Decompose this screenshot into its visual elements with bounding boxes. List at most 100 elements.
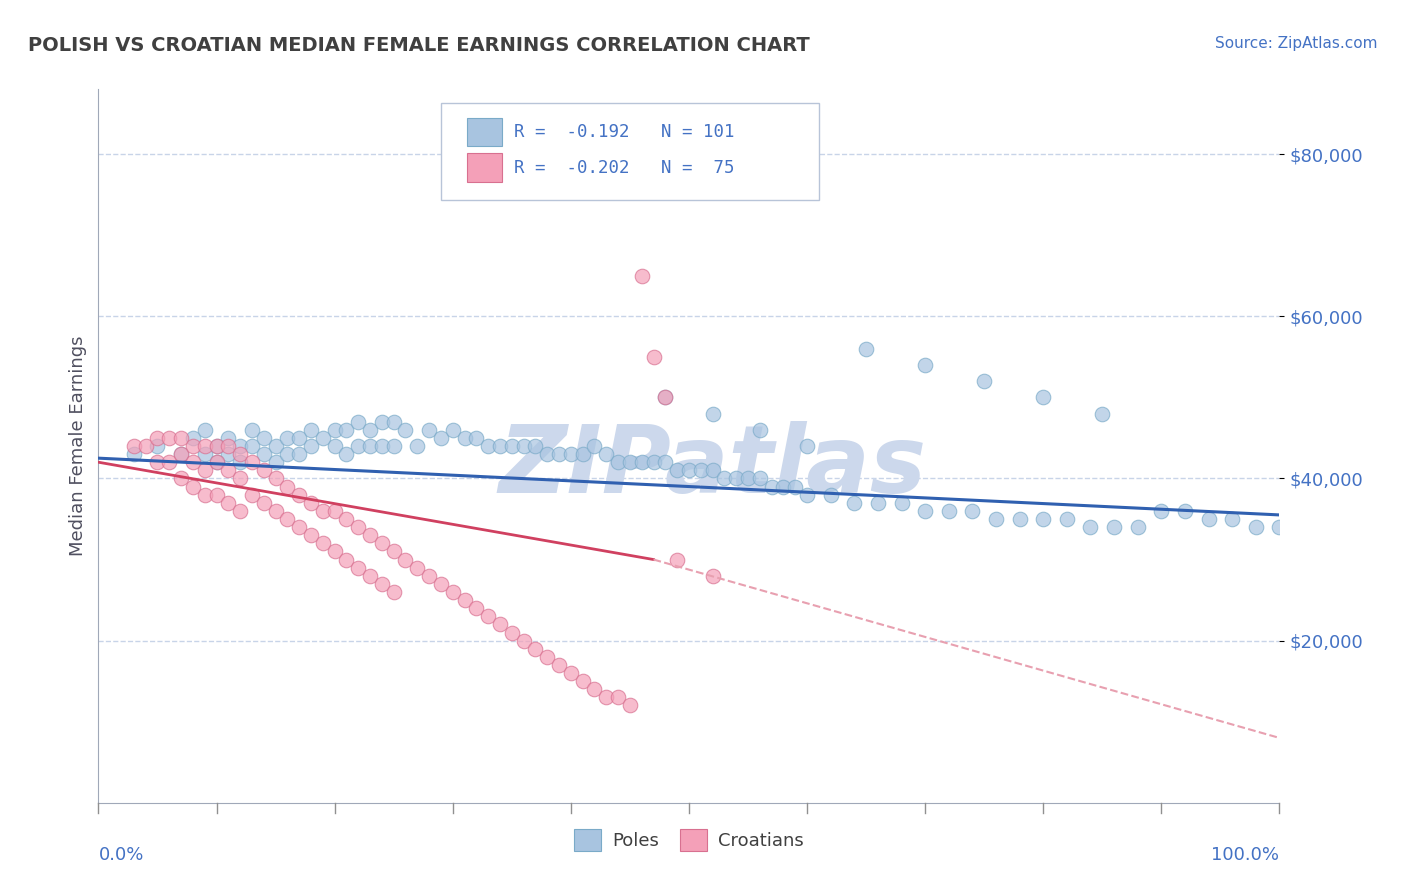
Point — [1080, 520, 1102, 534]
Point — [240, 488, 263, 502]
FancyBboxPatch shape — [441, 103, 818, 200]
Point — [619, 455, 641, 469]
Point — [229, 455, 252, 469]
Point — [489, 617, 512, 632]
Point — [571, 674, 593, 689]
Point — [512, 633, 534, 648]
Point — [630, 268, 652, 283]
Point — [619, 698, 641, 713]
Point — [962, 504, 984, 518]
Point — [702, 407, 724, 421]
Point — [772, 479, 794, 493]
Point — [312, 431, 335, 445]
Point — [217, 439, 239, 453]
Point — [1126, 520, 1149, 534]
Point — [938, 504, 960, 518]
Point — [394, 423, 416, 437]
Point — [382, 585, 405, 599]
Point — [312, 504, 335, 518]
Point — [748, 423, 770, 437]
Y-axis label: Median Female Earnings: Median Female Earnings — [69, 335, 87, 557]
Point — [465, 431, 488, 445]
Point — [489, 439, 512, 453]
Point — [299, 496, 322, 510]
Point — [796, 488, 818, 502]
Point — [1008, 512, 1031, 526]
Point — [477, 439, 499, 453]
Point — [323, 439, 346, 453]
Point — [1032, 512, 1054, 526]
Point — [761, 479, 783, 493]
Point — [229, 471, 252, 485]
Text: R =  -0.192   N = 101: R = -0.192 N = 101 — [515, 123, 735, 141]
Point — [866, 496, 889, 510]
Point — [560, 447, 582, 461]
Point — [264, 455, 287, 469]
Point — [288, 431, 311, 445]
Point — [122, 447, 145, 461]
Point — [253, 496, 276, 510]
Point — [536, 649, 558, 664]
Point — [170, 471, 193, 485]
Point — [229, 447, 252, 461]
Point — [253, 431, 276, 445]
Point — [501, 439, 523, 453]
Point — [643, 350, 665, 364]
Point — [229, 504, 252, 518]
Point — [240, 439, 263, 453]
Point — [607, 690, 630, 705]
Point — [217, 496, 239, 510]
Point — [253, 463, 276, 477]
Point — [1032, 390, 1054, 404]
Point — [359, 439, 381, 453]
Point — [785, 479, 807, 493]
Point — [418, 423, 440, 437]
Point — [725, 471, 748, 485]
Point — [713, 471, 735, 485]
Point — [583, 439, 606, 453]
Point — [347, 560, 370, 574]
Point — [135, 439, 157, 453]
Point — [146, 439, 169, 453]
Point — [276, 447, 298, 461]
Text: 0.0%: 0.0% — [98, 846, 143, 863]
Legend: Poles, Croatians: Poles, Croatians — [567, 822, 811, 858]
Point — [276, 512, 298, 526]
Point — [394, 552, 416, 566]
Point — [984, 512, 1007, 526]
Point — [299, 423, 322, 437]
Point — [430, 577, 453, 591]
Point — [217, 431, 239, 445]
Point — [1150, 504, 1173, 518]
Point — [595, 447, 617, 461]
Point — [536, 447, 558, 461]
Point — [666, 552, 689, 566]
Point — [323, 504, 346, 518]
Point — [194, 463, 217, 477]
Point — [205, 455, 228, 469]
Point — [914, 504, 936, 518]
Point — [382, 544, 405, 558]
Text: R =  -0.202   N =  75: R = -0.202 N = 75 — [515, 159, 735, 177]
Point — [560, 666, 582, 681]
Point — [359, 423, 381, 437]
Point — [371, 577, 394, 591]
Point — [323, 423, 346, 437]
Point — [276, 479, 298, 493]
Point — [524, 641, 547, 656]
FancyBboxPatch shape — [467, 153, 502, 182]
Point — [441, 423, 464, 437]
Point — [524, 439, 547, 453]
Point — [418, 568, 440, 582]
Point — [276, 431, 298, 445]
Point — [406, 439, 429, 453]
Point — [371, 415, 394, 429]
Point — [359, 568, 381, 582]
Point — [359, 528, 381, 542]
Point — [194, 423, 217, 437]
Point — [501, 625, 523, 640]
Point — [748, 471, 770, 485]
Point — [371, 536, 394, 550]
Point — [217, 463, 239, 477]
Point — [288, 447, 311, 461]
